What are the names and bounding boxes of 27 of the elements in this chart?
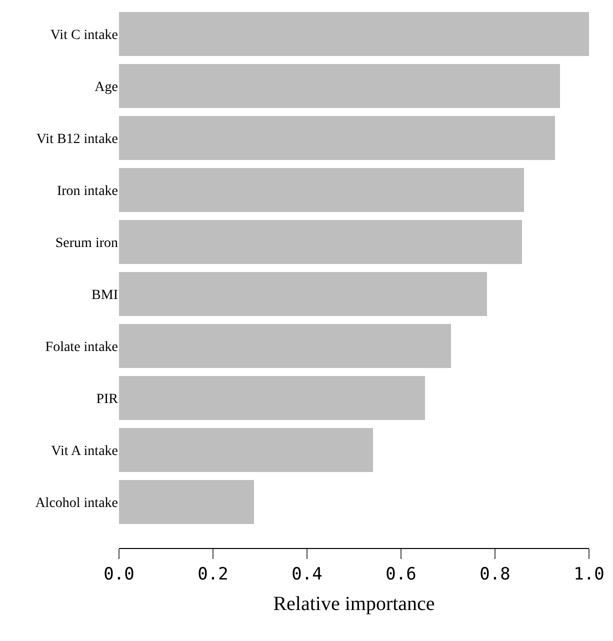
- bar: [119, 116, 555, 160]
- y-tick-label: Vit A intake: [51, 444, 118, 460]
- bar: [119, 64, 560, 108]
- y-tick-label: BMI: [92, 288, 118, 304]
- bar: [119, 272, 487, 316]
- bar: [119, 480, 254, 524]
- x-axis-title: Relative importance: [273, 592, 435, 615]
- x-tick-label: 0.8: [480, 564, 510, 584]
- bar: [119, 12, 589, 56]
- bar: [119, 324, 451, 368]
- y-tick-label: Vit B12 intake: [36, 132, 118, 147]
- y-tick-label: Vit C intake: [50, 28, 118, 43]
- y-tick-label: Iron intake: [56, 184, 118, 199]
- y-tick-label: PIR: [96, 392, 119, 408]
- bar: [119, 428, 373, 472]
- y-tick-label: Alcohol intake: [35, 496, 118, 512]
- bar: [119, 376, 425, 420]
- x-tick-label: 0.2: [198, 564, 228, 584]
- y-tick-label: Age: [94, 80, 118, 95]
- x-tick-label: 0.4: [292, 564, 322, 584]
- y-tick-label: Serum iron: [55, 236, 118, 251]
- x-tick-label: 1.0: [574, 564, 604, 584]
- bar: [119, 220, 522, 264]
- x-tick-label: 0.6: [386, 564, 416, 584]
- y-tick-label: Folate intake: [45, 340, 118, 356]
- x-tick-label: 0.0: [104, 564, 134, 584]
- bar: [119, 168, 524, 212]
